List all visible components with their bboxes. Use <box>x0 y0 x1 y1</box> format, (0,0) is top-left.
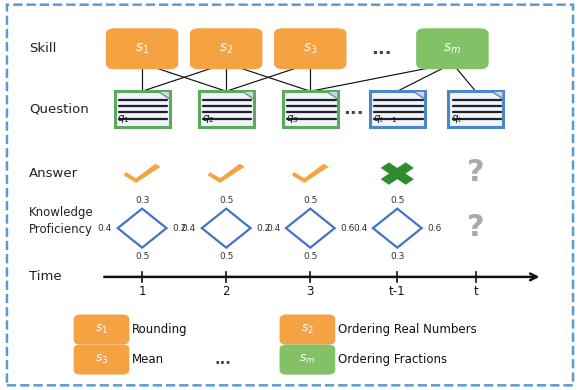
Text: $s_{3}$: $s_{3}$ <box>95 353 108 366</box>
Polygon shape <box>286 209 335 248</box>
Text: 0.5: 0.5 <box>303 252 317 261</box>
Polygon shape <box>292 164 328 183</box>
FancyBboxPatch shape <box>448 91 503 127</box>
Text: Ordering Fractions: Ordering Fractions <box>338 353 447 366</box>
Text: Rounding: Rounding <box>132 323 187 336</box>
Text: Answer: Answer <box>29 167 78 180</box>
Text: Time: Time <box>29 270 61 284</box>
Text: Knowledge
Proficiency: Knowledge Proficiency <box>29 206 94 236</box>
Text: $q_{1}$: $q_{1}$ <box>117 113 130 125</box>
Text: Ordering Real Numbers: Ordering Real Numbers <box>338 323 476 336</box>
Text: 0.3: 0.3 <box>135 196 149 205</box>
Text: ?: ? <box>467 158 484 187</box>
Text: $q_{2}$: $q_{2}$ <box>202 113 214 125</box>
Text: 0.2: 0.2 <box>256 223 271 233</box>
FancyBboxPatch shape <box>74 314 129 345</box>
Text: 0.4: 0.4 <box>97 223 112 233</box>
Polygon shape <box>381 163 414 184</box>
Text: Skill: Skill <box>29 42 56 55</box>
Text: 0.4: 0.4 <box>353 223 367 233</box>
FancyBboxPatch shape <box>280 314 335 345</box>
Text: t-1: t-1 <box>389 285 405 298</box>
Text: 0.5: 0.5 <box>219 252 233 261</box>
FancyBboxPatch shape <box>280 345 335 374</box>
Text: 0.5: 0.5 <box>390 196 404 205</box>
Text: Question: Question <box>29 103 89 116</box>
Text: $s_{m}$: $s_{m}$ <box>443 42 462 56</box>
FancyBboxPatch shape <box>283 91 338 127</box>
Text: 3: 3 <box>307 285 314 298</box>
Text: t: t <box>473 285 478 298</box>
Polygon shape <box>202 209 251 248</box>
FancyBboxPatch shape <box>416 28 488 69</box>
Polygon shape <box>158 91 169 99</box>
Polygon shape <box>413 91 425 99</box>
FancyBboxPatch shape <box>274 28 347 69</box>
Polygon shape <box>124 164 160 183</box>
Text: 0.5: 0.5 <box>303 196 317 205</box>
FancyBboxPatch shape <box>198 91 254 127</box>
Polygon shape <box>242 91 254 99</box>
Text: ...: ... <box>215 352 232 367</box>
FancyBboxPatch shape <box>106 28 179 69</box>
Text: 0.4: 0.4 <box>266 223 280 233</box>
FancyBboxPatch shape <box>74 345 129 374</box>
Text: 2: 2 <box>223 285 230 298</box>
Text: ?: ? <box>467 213 484 242</box>
Text: $s_{m}$: $s_{m}$ <box>299 353 316 366</box>
Polygon shape <box>118 209 166 248</box>
Text: $s_{3}$: $s_{3}$ <box>303 42 318 56</box>
Polygon shape <box>373 209 422 248</box>
Text: $s_{2}$: $s_{2}$ <box>301 323 314 336</box>
Text: 0.2: 0.2 <box>172 223 187 233</box>
Polygon shape <box>491 91 503 99</box>
Polygon shape <box>381 163 414 184</box>
Text: 0.5: 0.5 <box>135 252 149 261</box>
Text: Mean: Mean <box>132 353 164 366</box>
Text: 0.4: 0.4 <box>182 223 196 233</box>
Text: $s_{1}$: $s_{1}$ <box>135 42 149 56</box>
Polygon shape <box>208 164 244 183</box>
FancyBboxPatch shape <box>7 5 573 385</box>
Text: ...: ... <box>371 40 392 58</box>
Text: ...: ... <box>343 100 364 118</box>
Polygon shape <box>326 91 338 99</box>
Text: 0.3: 0.3 <box>390 252 404 261</box>
FancyBboxPatch shape <box>115 91 169 127</box>
Text: 0.6: 0.6 <box>427 223 442 233</box>
FancyBboxPatch shape <box>190 28 262 69</box>
Text: 0.5: 0.5 <box>219 196 233 205</box>
Text: $q_{{t-1}}$: $q_{{t-1}}$ <box>373 113 397 125</box>
Text: $q_{t}$: $q_{t}$ <box>451 113 463 125</box>
Text: $q_{3}$: $q_{3}$ <box>286 113 298 125</box>
Text: 0.6: 0.6 <box>340 223 355 233</box>
Text: $s_{2}$: $s_{2}$ <box>219 42 233 56</box>
FancyBboxPatch shape <box>370 91 425 127</box>
Text: 1: 1 <box>139 285 146 298</box>
Text: $s_{1}$: $s_{1}$ <box>95 323 108 336</box>
